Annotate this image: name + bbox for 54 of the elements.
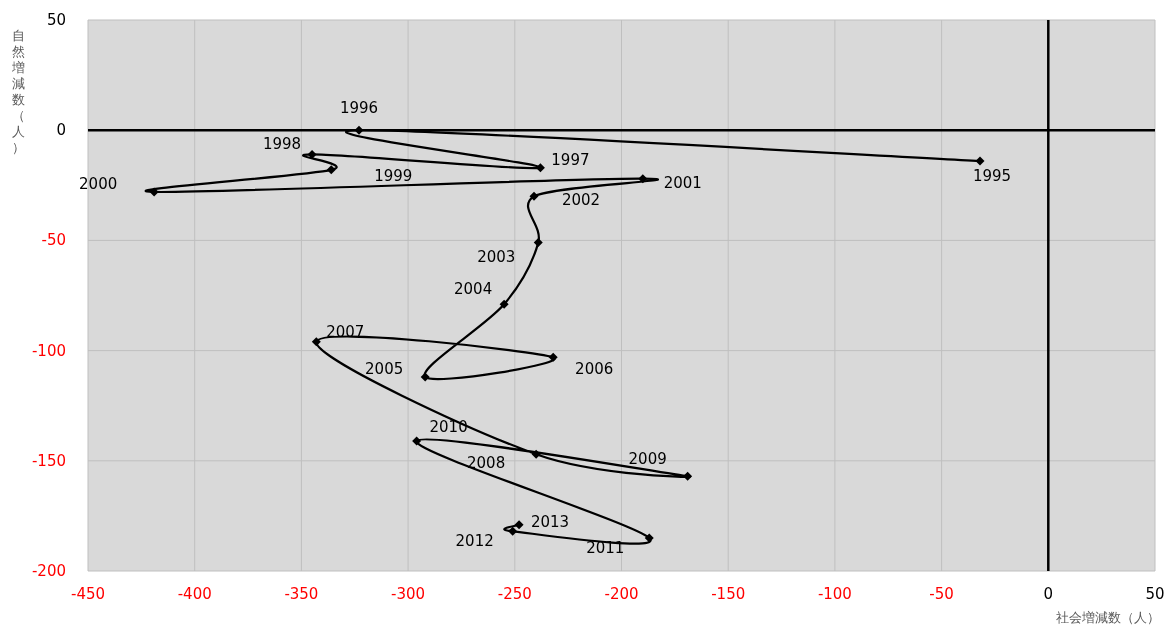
annotation: 2004 <box>454 280 493 299</box>
annotation: 2010 <box>429 417 468 436</box>
x-tick-label: -150 <box>711 585 746 603</box>
point <box>499 299 509 309</box>
y-tick-label: -50 <box>41 231 66 250</box>
point <box>683 471 693 481</box>
x-tick-label: -100 <box>817 585 852 603</box>
y-tick-label: -150 <box>31 451 66 470</box>
annotation: 1999 <box>374 166 413 185</box>
y-tick-label: 50 <box>46 11 66 29</box>
y-axis-title: 自然増減数（人） <box>10 28 25 155</box>
annotation: 2009 <box>628 450 667 469</box>
x-tick-label: 0 <box>1043 585 1054 603</box>
point <box>149 187 159 197</box>
x-tick-label: -400 <box>177 585 212 603</box>
x-tick-label: -300 <box>391 585 426 603</box>
annotation: 2000 <box>79 174 118 193</box>
point <box>638 174 648 184</box>
point <box>420 372 430 382</box>
point <box>508 526 518 536</box>
point <box>354 125 364 135</box>
annotation: 1998 <box>262 135 302 154</box>
point <box>412 436 422 446</box>
point <box>533 238 543 248</box>
x-axis-title: 社会増減数（人） <box>1056 610 1160 625</box>
point <box>531 449 541 459</box>
annotation: 1997 <box>551 150 590 169</box>
x-tick-label: 50 <box>1145 585 1165 603</box>
annotation: 2013 <box>530 512 570 531</box>
annotation: 2003 <box>477 247 516 266</box>
annotation: 2005 <box>365 360 404 379</box>
y-tick-label: -100 <box>31 341 66 360</box>
x-tick-label: -250 <box>497 585 532 603</box>
annotation: 1995 <box>972 167 1012 186</box>
x-tick-label: -200 <box>604 585 639 603</box>
point <box>548 352 558 362</box>
annotation: 1996 <box>339 99 379 118</box>
annotation: 2006 <box>575 360 614 379</box>
point <box>529 191 539 201</box>
point <box>644 533 654 543</box>
x-tick-label: -50 <box>929 585 954 603</box>
y-tick-label: -200 <box>31 562 66 580</box>
point <box>975 156 985 166</box>
y-tick-label: 0 <box>56 121 66 140</box>
annotation: 2001 <box>663 173 702 192</box>
point <box>514 520 524 530</box>
point <box>326 165 336 175</box>
annotation: 2002 <box>561 191 601 210</box>
annotation: 2012 <box>455 532 494 551</box>
x-tick-label: -450 <box>70 585 106 603</box>
x-tick-label: -350 <box>284 585 319 603</box>
point <box>307 149 317 159</box>
point <box>311 337 321 347</box>
annotation: 2008 <box>467 454 506 473</box>
